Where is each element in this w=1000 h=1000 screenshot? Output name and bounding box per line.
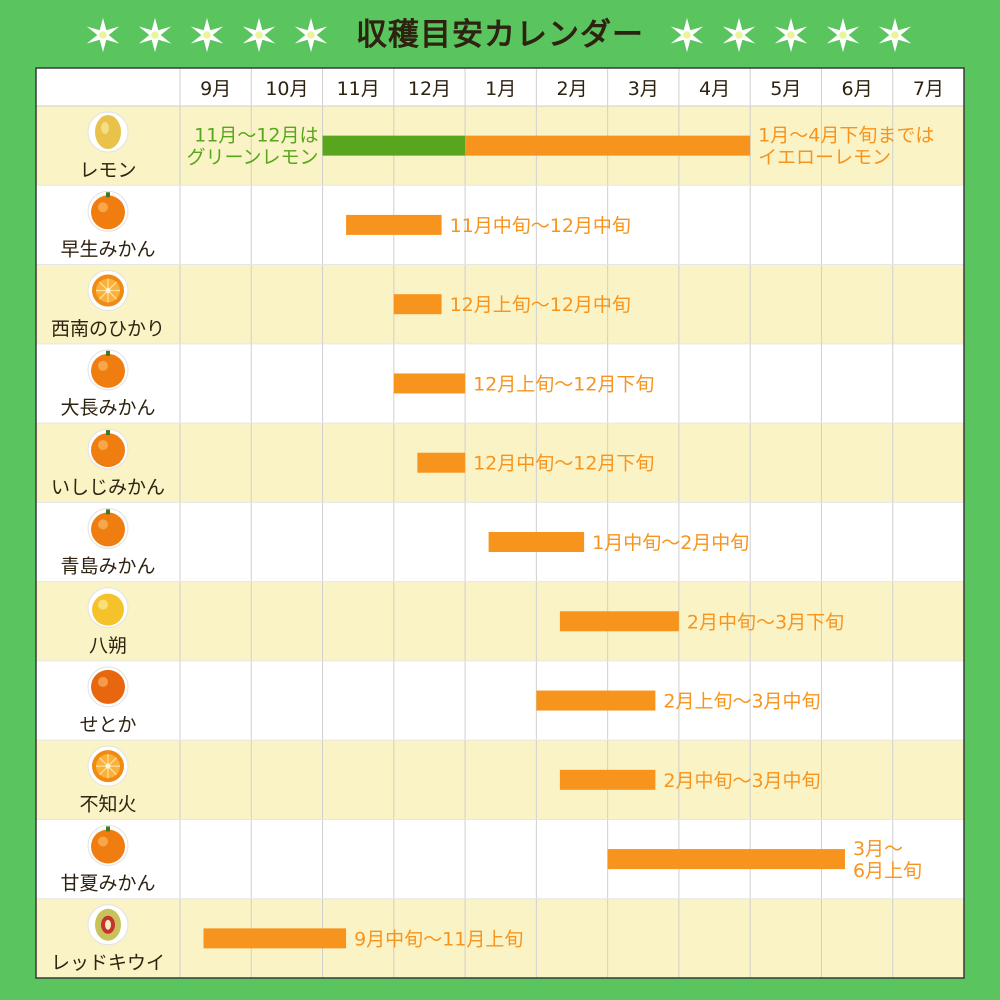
star-icon (774, 17, 808, 53)
period-label: 1月～4月下旬までは (758, 125, 934, 147)
row-label: 西南のひかり (51, 318, 165, 340)
cut-orange-icon (87, 270, 129, 312)
month-header-label: 1月 (485, 78, 516, 100)
month-header-label: 11月 (337, 78, 380, 100)
star-icon (242, 17, 276, 53)
star-icon (826, 17, 860, 53)
gantt-bar (559, 769, 656, 790)
period-label: 2月中旬～3月下旬 (687, 611, 844, 633)
kiwi-icon (87, 904, 129, 946)
hassaku-icon (87, 587, 129, 629)
row-label: 八朔 (89, 635, 127, 657)
period-label: グリーンレモン (186, 147, 318, 169)
period-label: 12月上旬～12月中旬 (450, 294, 631, 316)
row-label: いしじみかん (51, 476, 165, 498)
gantt-bar (465, 135, 751, 156)
month-header-label: 6月 (842, 78, 873, 100)
star-icon (722, 17, 756, 53)
period-label: 12月上旬～12月下旬 (473, 373, 654, 395)
star-icon (138, 17, 172, 53)
gantt-bar (559, 611, 679, 632)
gantt-bar (488, 532, 585, 552)
row-label: 早生みかん (60, 239, 155, 261)
month-header-label: 3月 (628, 78, 659, 100)
row-band (36, 264, 964, 344)
page-title: 収穫目安カレンダー (356, 17, 644, 53)
row-label: 青島みかん (60, 556, 155, 578)
row-label: レモン (79, 159, 136, 181)
period-label: 9月中旬～11月上旬 (354, 928, 523, 950)
row-label: レッドキウイ (51, 952, 165, 974)
row-band (36, 898, 964, 978)
mikan-icon (87, 190, 129, 232)
month-header-label: 10月 (265, 78, 308, 100)
month-header-label: 4月 (699, 78, 730, 100)
month-header-label: 2月 (556, 78, 587, 100)
row-band (36, 660, 964, 741)
gantt-bar (536, 690, 656, 711)
row-band (36, 185, 964, 265)
gantt-bar (393, 294, 442, 315)
star-icon (294, 17, 328, 53)
row-band (36, 423, 964, 503)
period-label: 3月～ (853, 838, 903, 860)
month-header-label: 7月 (913, 78, 944, 100)
period-label: イエローレモン (758, 147, 891, 169)
row-label: せとか (79, 714, 136, 736)
lemon-icon (87, 111, 129, 153)
gantt-bar (346, 214, 442, 235)
row-band (36, 343, 964, 424)
setoka-icon (87, 666, 129, 708)
month-header-label: 5月 (770, 78, 801, 100)
mikan-icon (87, 428, 129, 470)
mikan-icon (87, 507, 129, 549)
mikan-icon (87, 349, 129, 391)
star-icon (190, 17, 224, 53)
header: 収穫目安カレンダー (0, 0, 1000, 70)
row-label: 甘夏みかん (60, 873, 155, 895)
row-label: 不知火 (79, 793, 136, 815)
month-header-label: 9月 (200, 78, 231, 100)
cut-orange-icon (87, 745, 129, 787)
period-label: 11月中旬～12月中旬 (450, 215, 631, 237)
period-label: 2月上旬～3月中旬 (663, 691, 820, 713)
star-icon (86, 17, 120, 53)
gantt-bar (607, 849, 845, 870)
row-band (36, 581, 964, 661)
period-label: 12月中旬～12月下旬 (473, 453, 654, 475)
star-icon (878, 17, 912, 53)
period-label: 11月～12月は (194, 125, 318, 147)
table-border (35, 67, 965, 979)
gantt-bar (393, 373, 466, 394)
period-label: 6月上旬 (853, 860, 922, 882)
row-band (36, 740, 964, 820)
period-label: 2月中旬～3月中旬 (663, 770, 820, 792)
gantt-bar (322, 135, 466, 156)
row-label: 大長みかん (60, 397, 155, 419)
gantt-bar (417, 452, 466, 473)
gantt-bar (203, 928, 347, 949)
mikan-icon (87, 824, 129, 866)
period-label: 1月中旬～2月中旬 (592, 532, 749, 554)
star-icon (670, 17, 704, 53)
month-header-label: 12月 (408, 78, 451, 100)
